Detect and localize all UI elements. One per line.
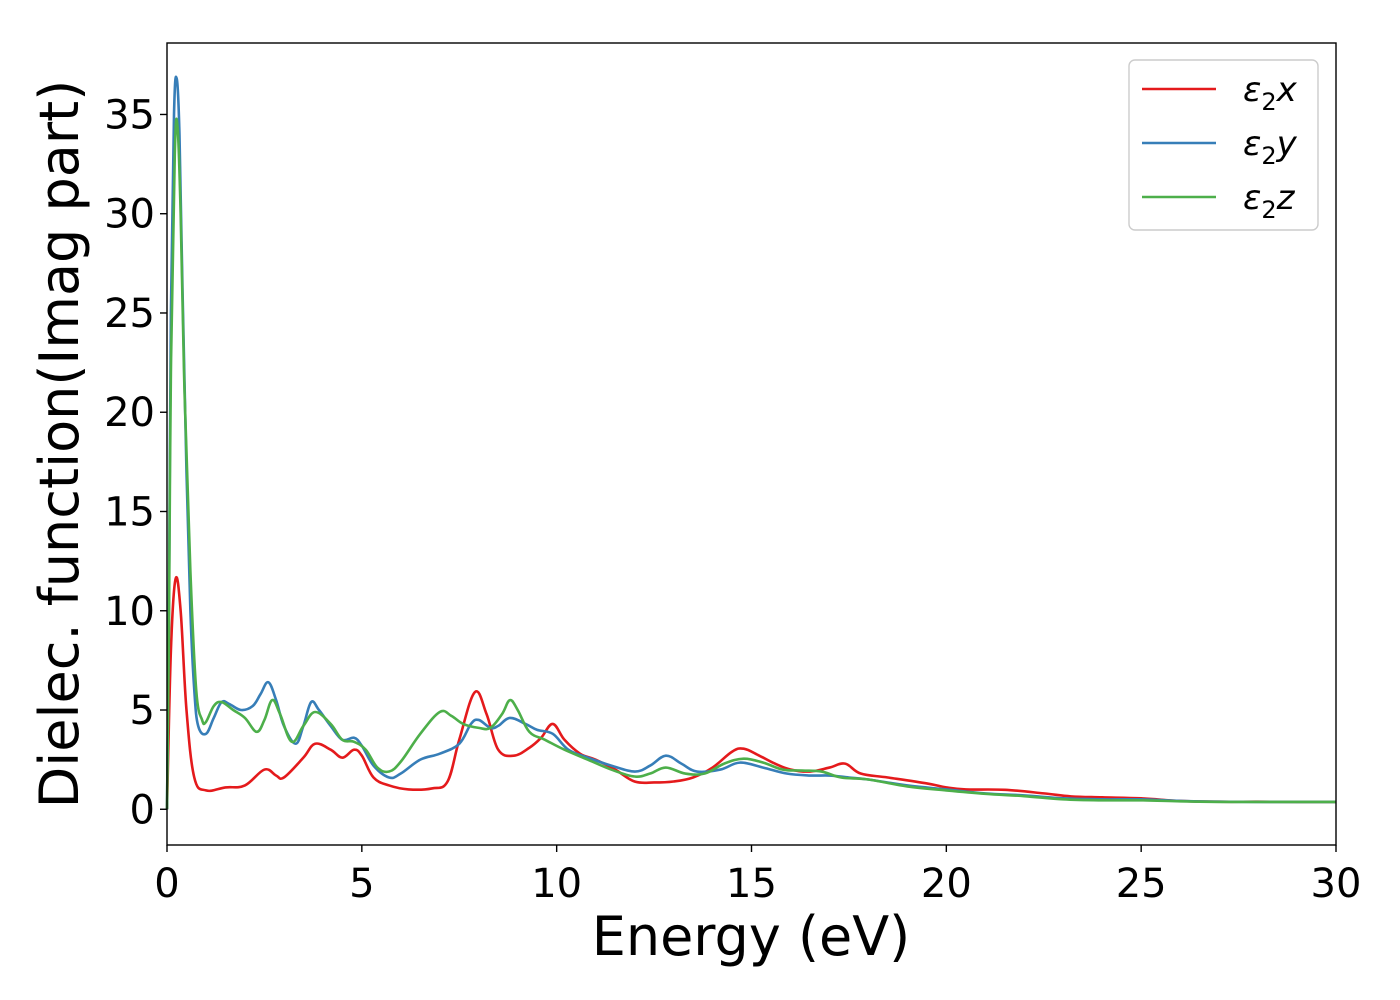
y-tick-label: 15	[104, 489, 155, 535]
legend-label-subscript: 2	[1261, 142, 1276, 170]
legend-label-z: ε2z	[1243, 178, 1296, 224]
y-axis-label: Dielec. function(Imag part)	[28, 80, 91, 809]
legend-label-x: ε2x	[1243, 70, 1298, 116]
y-tick-label: 30	[104, 192, 155, 238]
y-tick-label: 0	[130, 787, 155, 833]
x-tick-label: 15	[726, 861, 777, 907]
x-tick-label: 10	[531, 861, 582, 907]
legend-label-subscript: 2	[1261, 88, 1276, 116]
x-tick-label: 25	[1116, 861, 1167, 907]
legend-label-component: x	[1276, 70, 1298, 110]
legend-label-symbol: ε	[1243, 124, 1261, 164]
x-tick-label: 0	[154, 861, 179, 907]
x-tick-label: 30	[1311, 861, 1362, 907]
series-lines	[165, 75, 1337, 810]
legend-label-subscript: 2	[1261, 196, 1276, 224]
y-tick-label: 5	[130, 688, 155, 734]
y-tick-label: 10	[104, 589, 155, 635]
legend-label-symbol: ε	[1243, 178, 1261, 218]
legend-label-component: y	[1276, 124, 1298, 164]
x-tick-label: 20	[921, 861, 972, 907]
y-tick-label: 20	[104, 390, 155, 436]
x-axis-label: Energy (eV)	[592, 905, 911, 968]
x-tick-label: 5	[349, 861, 374, 907]
legend-label-symbol: ε	[1243, 70, 1261, 110]
y-tick-label: 35	[104, 92, 155, 138]
legend-label-component: z	[1276, 178, 1296, 218]
x-axis: 0 5 10 15 20 25 30	[154, 845, 1361, 907]
series-line-z	[165, 117, 1336, 810]
y-tick-label: 25	[104, 291, 155, 337]
legend-box	[1128, 59, 1319, 231]
series-line-x	[165, 576, 1337, 810]
y-axis: 0 5 10 15 20 25 30 35	[104, 92, 167, 833]
legend-label-y: ε2y	[1243, 124, 1298, 170]
